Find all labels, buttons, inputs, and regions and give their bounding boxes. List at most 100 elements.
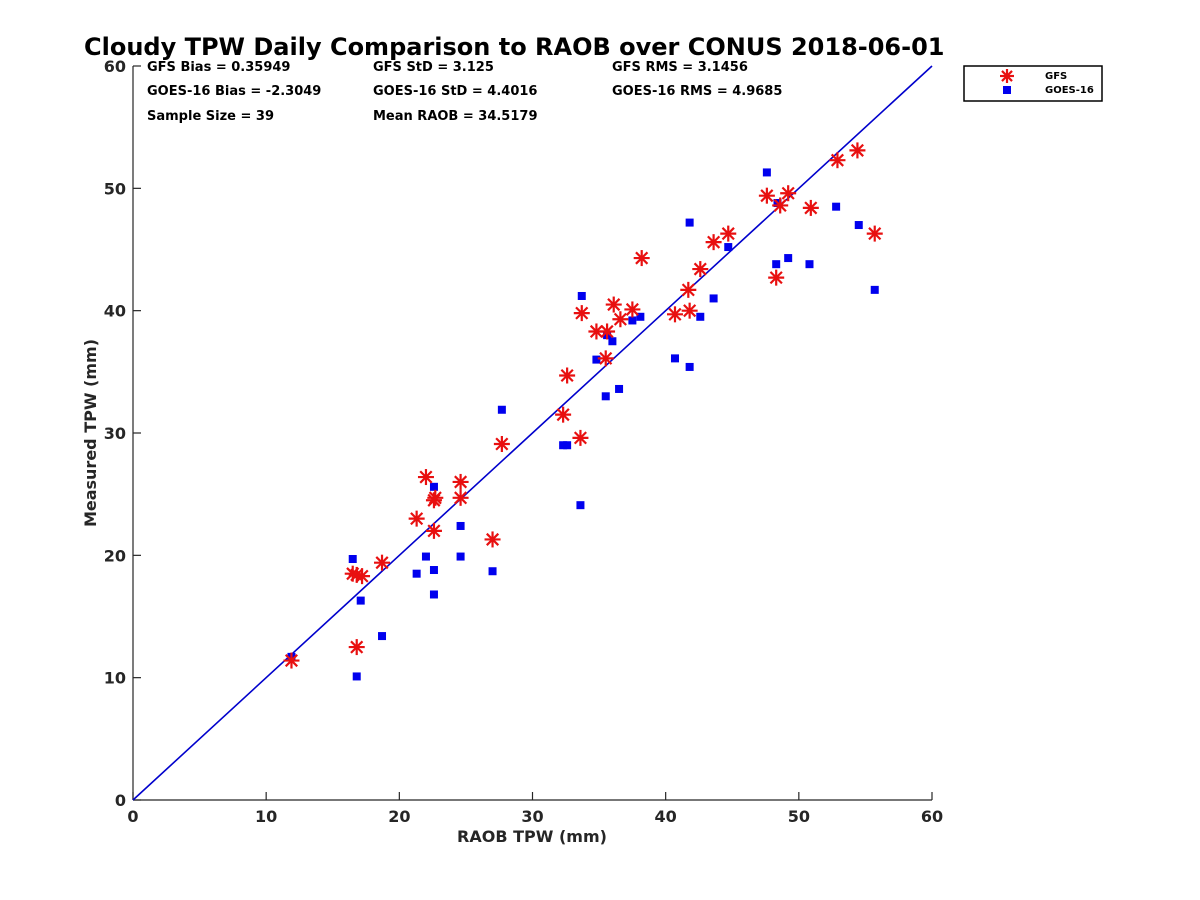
data-point-goes16 <box>352 672 361 681</box>
stat-gfs-std: GFS StD = 3.125 <box>373 60 494 75</box>
data-point-gfs <box>780 185 797 202</box>
y-axis-label: Measured TPW (mm) <box>81 339 100 527</box>
stat-gfs-rms: GFS RMS = 3.1456 <box>612 60 748 75</box>
data-point-gfs <box>802 199 819 216</box>
data-point-goes16 <box>348 555 357 564</box>
stat-goes16-std: GOES-16 StD = 4.4016 <box>373 84 537 99</box>
x-tick-label: 10 <box>255 807 277 826</box>
legend-marker-goes16 <box>1003 86 1011 94</box>
stat-goes16-rms: GOES-16 RMS = 4.9685 <box>612 84 782 99</box>
x-tick-label: 50 <box>788 807 810 826</box>
data-point-goes16 <box>456 521 465 530</box>
legend-label-gfs: GFS <box>1045 71 1067 82</box>
y-tick-label: 30 <box>104 424 126 443</box>
data-point-goes16 <box>356 596 365 605</box>
data-point-goes16 <box>709 294 718 303</box>
data-point-gfs <box>758 187 775 204</box>
data-point-goes16 <box>685 362 694 371</box>
data-point-gfs <box>572 429 589 446</box>
legend-marker-gfs <box>1000 69 1014 83</box>
data-point-gfs <box>849 142 866 159</box>
data-point-goes16 <box>615 384 624 393</box>
data-point-gfs <box>427 489 444 506</box>
data-point-gfs <box>283 652 300 669</box>
data-point-goes16 <box>870 285 879 294</box>
data-point-goes16 <box>601 392 610 401</box>
data-point-goes16 <box>592 355 601 364</box>
data-point-goes16 <box>784 254 793 263</box>
y-tick-label: 50 <box>104 179 126 198</box>
data-point-goes16 <box>762 168 771 177</box>
data-point-goes16 <box>832 202 841 211</box>
data-point-gfs <box>768 269 785 286</box>
x-tick-label: 40 <box>655 807 677 826</box>
data-point-goes16 <box>412 569 421 578</box>
chart-title: Cloudy TPW Daily Comparison to RAOB over… <box>84 33 944 61</box>
one-to-one-line <box>132 65 933 801</box>
data-point-gfs <box>720 225 737 242</box>
data-point-goes16 <box>670 354 679 363</box>
data-point-gfs <box>452 489 469 506</box>
data-point-gfs <box>374 554 391 571</box>
data-point-gfs <box>559 367 576 384</box>
data-point-goes16 <box>685 218 694 227</box>
data-point-goes16 <box>724 243 733 252</box>
data-point-goes16 <box>456 552 465 561</box>
y-tick-label: 60 <box>104 57 126 76</box>
data-point-gfs <box>354 568 371 585</box>
data-point-gfs <box>597 350 614 367</box>
data-point-gfs <box>680 281 697 298</box>
data-points <box>283 142 883 681</box>
data-point-goes16 <box>497 405 506 414</box>
data-point-goes16 <box>576 501 585 510</box>
data-point-gfs <box>624 301 641 318</box>
x-axis-label: RAOB TPW (mm) <box>457 827 607 846</box>
data-point-goes16 <box>429 566 438 575</box>
data-point-gfs <box>452 473 469 490</box>
data-point-gfs <box>705 234 722 251</box>
data-point-gfs <box>829 152 846 169</box>
data-point-gfs <box>425 522 442 539</box>
data-point-goes16 <box>628 316 637 325</box>
data-point-gfs <box>633 250 650 267</box>
data-point-gfs <box>417 469 434 486</box>
data-point-gfs <box>772 197 789 214</box>
y-tick-label: 40 <box>104 302 126 321</box>
data-point-goes16 <box>805 260 814 269</box>
data-point-gfs <box>348 639 365 656</box>
legend-label-goes16: GOES-16 <box>1045 85 1094 96</box>
data-point-gfs <box>681 302 698 319</box>
data-point-gfs <box>493 436 510 453</box>
series-goes-16 <box>287 168 879 681</box>
data-point-goes16 <box>772 260 781 269</box>
stat-sample-size: Sample Size = 39 <box>147 109 274 124</box>
legend: GFS GOES-16 <box>963 65 1103 102</box>
data-point-gfs <box>612 311 629 328</box>
data-point-gfs <box>599 323 616 340</box>
data-point-goes16 <box>608 337 617 346</box>
data-point-goes16 <box>378 632 387 641</box>
legend-square <box>1003 86 1011 94</box>
reference-line-layer <box>132 65 933 801</box>
y-tick-label: 0 <box>115 791 126 810</box>
data-point-goes16 <box>488 567 497 576</box>
x-tick-label: 60 <box>921 807 943 826</box>
legend-box <box>963 65 1103 102</box>
data-point-gfs <box>666 306 683 323</box>
data-point-gfs <box>692 261 709 278</box>
series-gfs <box>283 142 883 669</box>
x-tick-label: 0 <box>127 807 138 826</box>
x-tick-label: 30 <box>521 807 543 826</box>
data-point-gfs <box>573 305 590 322</box>
data-point-goes16 <box>421 552 430 561</box>
data-point-gfs <box>408 510 425 527</box>
data-point-gfs <box>866 225 883 242</box>
data-point-goes16 <box>429 590 438 599</box>
stat-mean-raob: Mean RAOB = 34.5179 <box>373 109 538 124</box>
data-point-gfs <box>605 296 622 313</box>
data-point-goes16 <box>636 312 645 321</box>
data-point-gfs <box>555 406 572 423</box>
axes: 0 10 20 30 40 50 60 0 10 20 30 40 50 60 <box>104 57 943 826</box>
data-point-goes16 <box>696 312 705 321</box>
